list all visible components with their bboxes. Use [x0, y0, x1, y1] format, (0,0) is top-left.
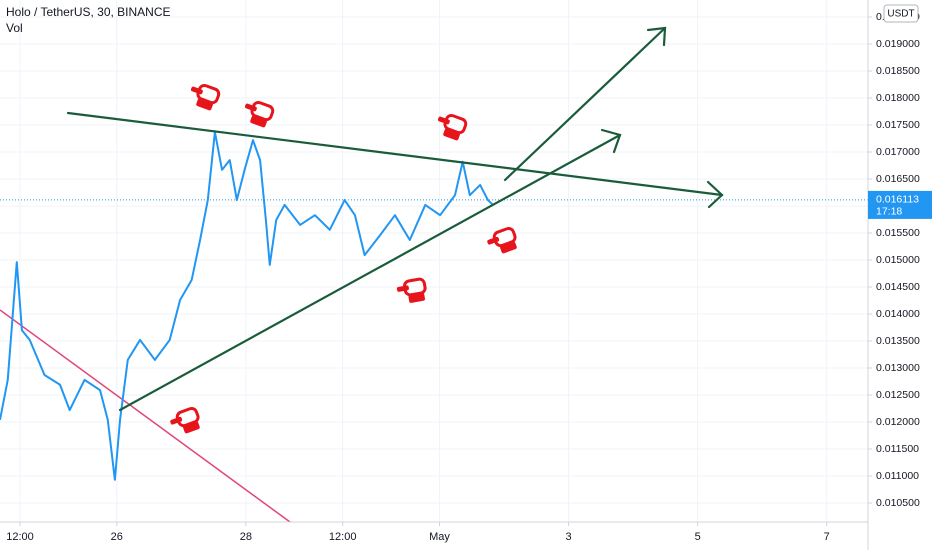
y-tick-label: 0.015500	[876, 227, 920, 239]
axes: 0.010500 0.011000 0.011500 0.012000 0.012500…	[6, 11, 932, 543]
arrow-head	[646, 26, 667, 47]
trend-line	[0, 309, 291, 523]
y-tick-label: 0.014500	[876, 281, 920, 293]
grid	[0, 0, 868, 522]
support-line	[118, 133, 622, 412]
y-tick-label: 0.012000	[876, 416, 920, 428]
arrow-head	[600, 128, 622, 154]
y-tick-label: 0.012500	[876, 389, 920, 401]
last-price-label: 0.016113	[876, 194, 919, 206]
x-tick-label: 28	[240, 531, 252, 543]
x-tick-label: 26	[111, 531, 123, 543]
y-tick-label: 0.016500	[876, 173, 920, 185]
countdown-label: 17:18	[876, 206, 902, 218]
y-tick-label: 0.010500	[876, 497, 920, 509]
hand-icon	[396, 277, 427, 303]
y-tick-label: 0.017000	[876, 146, 920, 158]
hand-icon	[437, 113, 468, 141]
plot	[0, 131, 868, 481]
x-tick-label: 7	[824, 531, 830, 543]
last-price-box	[868, 190, 932, 219]
y-tick-label: 0.011000	[876, 470, 919, 482]
hand-icon	[190, 83, 221, 111]
y-tick-label: 0.013000	[876, 362, 920, 374]
y-tick-label: 0.019000	[876, 38, 920, 50]
drawings	[66, 26, 724, 412]
y-tick-label: 0.014000	[876, 308, 920, 320]
price-line	[0, 131, 494, 481]
y-tick-label: 0.017500	[876, 119, 920, 131]
hand-icons	[170, 83, 517, 434]
hand-icon	[487, 226, 517, 254]
y-tick-label: 0.018000	[876, 92, 920, 104]
x-tick-label: 12:00	[329, 531, 357, 543]
x-tick-label: May	[429, 531, 450, 543]
x-tick-label: 3	[565, 531, 571, 543]
arrow-head	[706, 180, 724, 209]
y-tick-label: 0.015000	[876, 254, 920, 266]
y-tick-label: 0.018500	[876, 65, 920, 77]
x-tick-label: 5	[695, 531, 701, 543]
breakout-line	[503, 26, 667, 182]
y-tick-label: 0.013500	[876, 335, 920, 347]
hand-icon	[244, 100, 275, 128]
y-tick-label: 0.011500	[876, 443, 919, 455]
hand-icon	[170, 406, 200, 434]
chart-title: Holo / TetherUS, 30, BINANCE	[6, 5, 171, 19]
x-tick-label: 12:00	[6, 531, 34, 543]
currency-label[interactable]: USDT	[887, 9, 914, 20]
currency-box[interactable]	[883, 4, 919, 23]
indicator-label: Vol	[6, 21, 23, 35]
resistance-line	[66, 111, 724, 197]
